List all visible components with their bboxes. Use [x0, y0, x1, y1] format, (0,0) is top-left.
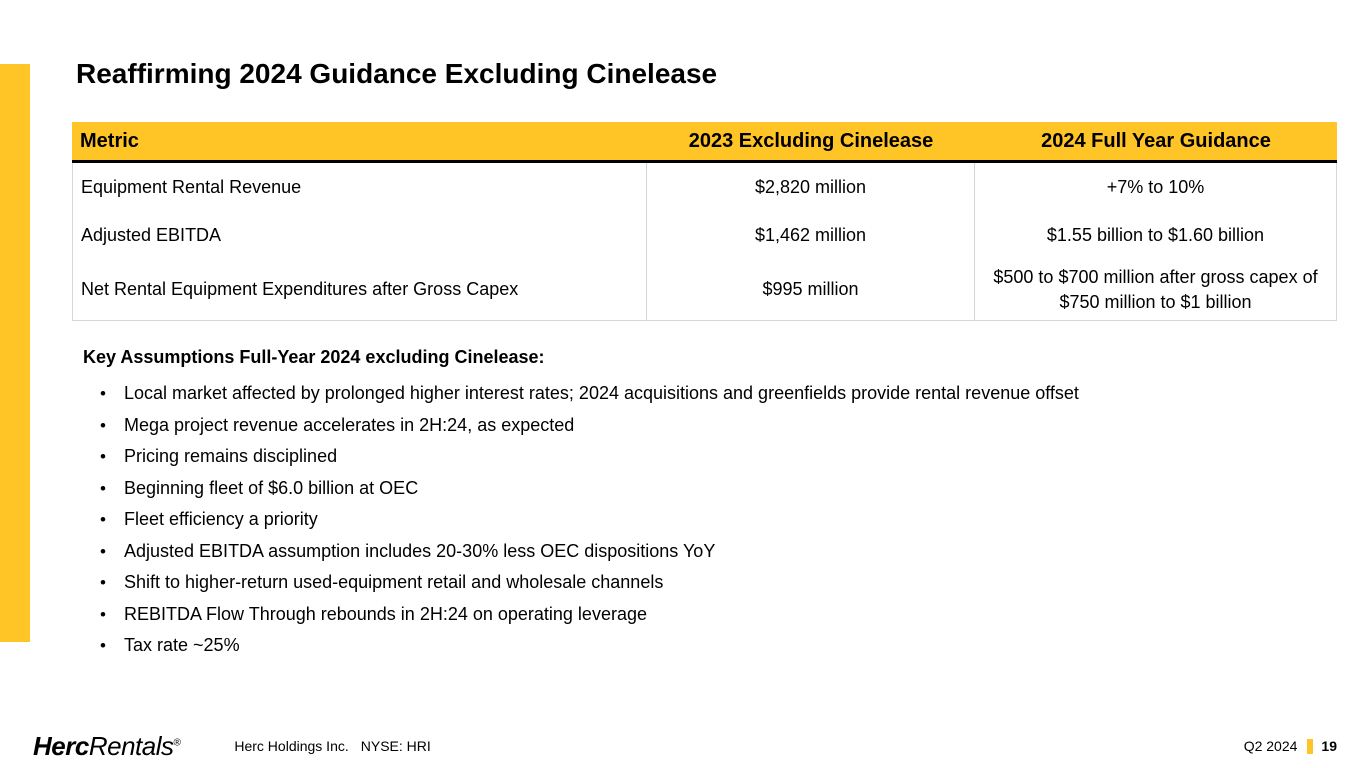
assumptions-list: • Local market affected by prolonged hig… — [100, 383, 1343, 657]
bullet-icon: • — [100, 415, 106, 435]
table-row: Net Rental Equipment Expenditures after … — [72, 259, 1337, 321]
column-header-2023: 2023 Excluding Cinelease — [647, 122, 975, 163]
logo-herc-text: Herc — [33, 730, 89, 761]
assumption-text: Local market affected by prolonged highe… — [124, 383, 1079, 403]
guidance-2024-cell: +7% to 10% — [975, 163, 1337, 211]
assumption-text: Shift to higher-return used-equipment re… — [124, 572, 664, 592]
bullet-icon: • — [100, 447, 106, 466]
assumptions-heading: Key Assumptions Full-Year 2024 excluding… — [83, 347, 545, 367]
page-info: Q2 2024 19 — [1244, 738, 1337, 754]
company-name: Herc Holdings Inc. — [234, 738, 349, 754]
list-item: • Adjusted EBITDA assumption includes 20… — [100, 541, 1343, 563]
table-header-row: Metric 2023 Excluding Cinelease 2024 Ful… — [72, 122, 1337, 163]
list-item: • Pricing remains disciplined — [100, 446, 1343, 468]
assumptions-section: Key Assumptions Full-Year 2024 excluding… — [83, 347, 1343, 667]
herc-rentals-logo: HercRentals® — [33, 730, 181, 762]
guidance-2024-cell: $500 to $700 million after gross capex o… — [975, 259, 1337, 321]
metric-cell: Adjusted EBITDA — [72, 211, 647, 259]
company-line: Herc Holdings Inc. NYSE: HRI — [234, 738, 430, 754]
bullet-icon: • — [100, 604, 106, 624]
guidance-table: Metric 2023 Excluding Cinelease 2024 Ful… — [72, 122, 1337, 321]
table-row: Equipment Rental Revenue $2,820 million … — [72, 163, 1337, 211]
guidance-2024-cell: $1.55 billion to $1.60 billion — [975, 211, 1337, 259]
value-2023-cell: $995 million — [647, 259, 975, 321]
footer: HercRentals® Herc Holdings Inc. NYSE: HRI… — [33, 730, 1337, 762]
logo-rentals-text: Rentals — [88, 730, 174, 761]
table-row: Adjusted EBITDA $1,462 million $1.55 bil… — [72, 211, 1337, 259]
slide-title: Reaffirming 2024 Guidance Excluding Cine… — [76, 58, 718, 89]
ticker: NYSE: HRI — [360, 738, 431, 754]
bullet-icon: • — [100, 573, 106, 592]
assumption-text: Adjusted EBITDA assumption includes 20-3… — [124, 540, 716, 561]
assumption-text: Mega project revenue accelerates in 2H:2… — [124, 414, 575, 435]
list-item: • REBITDA Flow Through rebounds in 2H:24… — [100, 604, 1343, 626]
list-item: • Fleet efficiency a priority — [100, 509, 1343, 531]
column-header-metric: Metric — [72, 122, 647, 163]
metric-cell: Equipment Rental Revenue — [72, 163, 647, 211]
bullet-icon: • — [100, 384, 106, 403]
list-item: • Local market affected by prolonged hig… — [100, 383, 1343, 405]
registered-mark-icon: ® — [173, 736, 181, 748]
assumption-text: Fleet efficiency a priority — [124, 509, 318, 529]
bullet-icon: • — [100, 478, 106, 498]
assumption-text: Pricing remains disciplined — [124, 446, 338, 466]
value-2023-cell: $1,462 million — [647, 211, 975, 259]
left-accent-bar — [0, 64, 30, 642]
metric-cell: Net Rental Equipment Expenditures after … — [72, 259, 647, 321]
bullet-icon: • — [100, 636, 106, 655]
assumption-text: Tax rate ~25% — [124, 635, 240, 655]
list-item: • Tax rate ~25% — [100, 635, 1343, 657]
value-2023-cell: $2,820 million — [647, 163, 975, 211]
list-item: • Shift to higher-return used-equipment … — [100, 572, 1343, 594]
page-accent-bar — [1307, 738, 1314, 754]
bullet-icon: • — [100, 541, 106, 561]
page-number: 19 — [1321, 738, 1337, 754]
assumption-text: Beginning fleet of $6.0 billion at OEC — [124, 477, 419, 498]
list-item: • Beginning fleet of $6.0 billion at OEC — [100, 478, 1343, 500]
assumption-text: REBITDA Flow Through rebounds in 2H:24 o… — [124, 603, 647, 624]
bullet-icon: • — [100, 510, 106, 529]
list-item: • Mega project revenue accelerates in 2H… — [100, 415, 1343, 437]
quarter-label: Q2 2024 — [1243, 738, 1298, 754]
column-header-2024: 2024 Full Year Guidance — [975, 122, 1337, 163]
